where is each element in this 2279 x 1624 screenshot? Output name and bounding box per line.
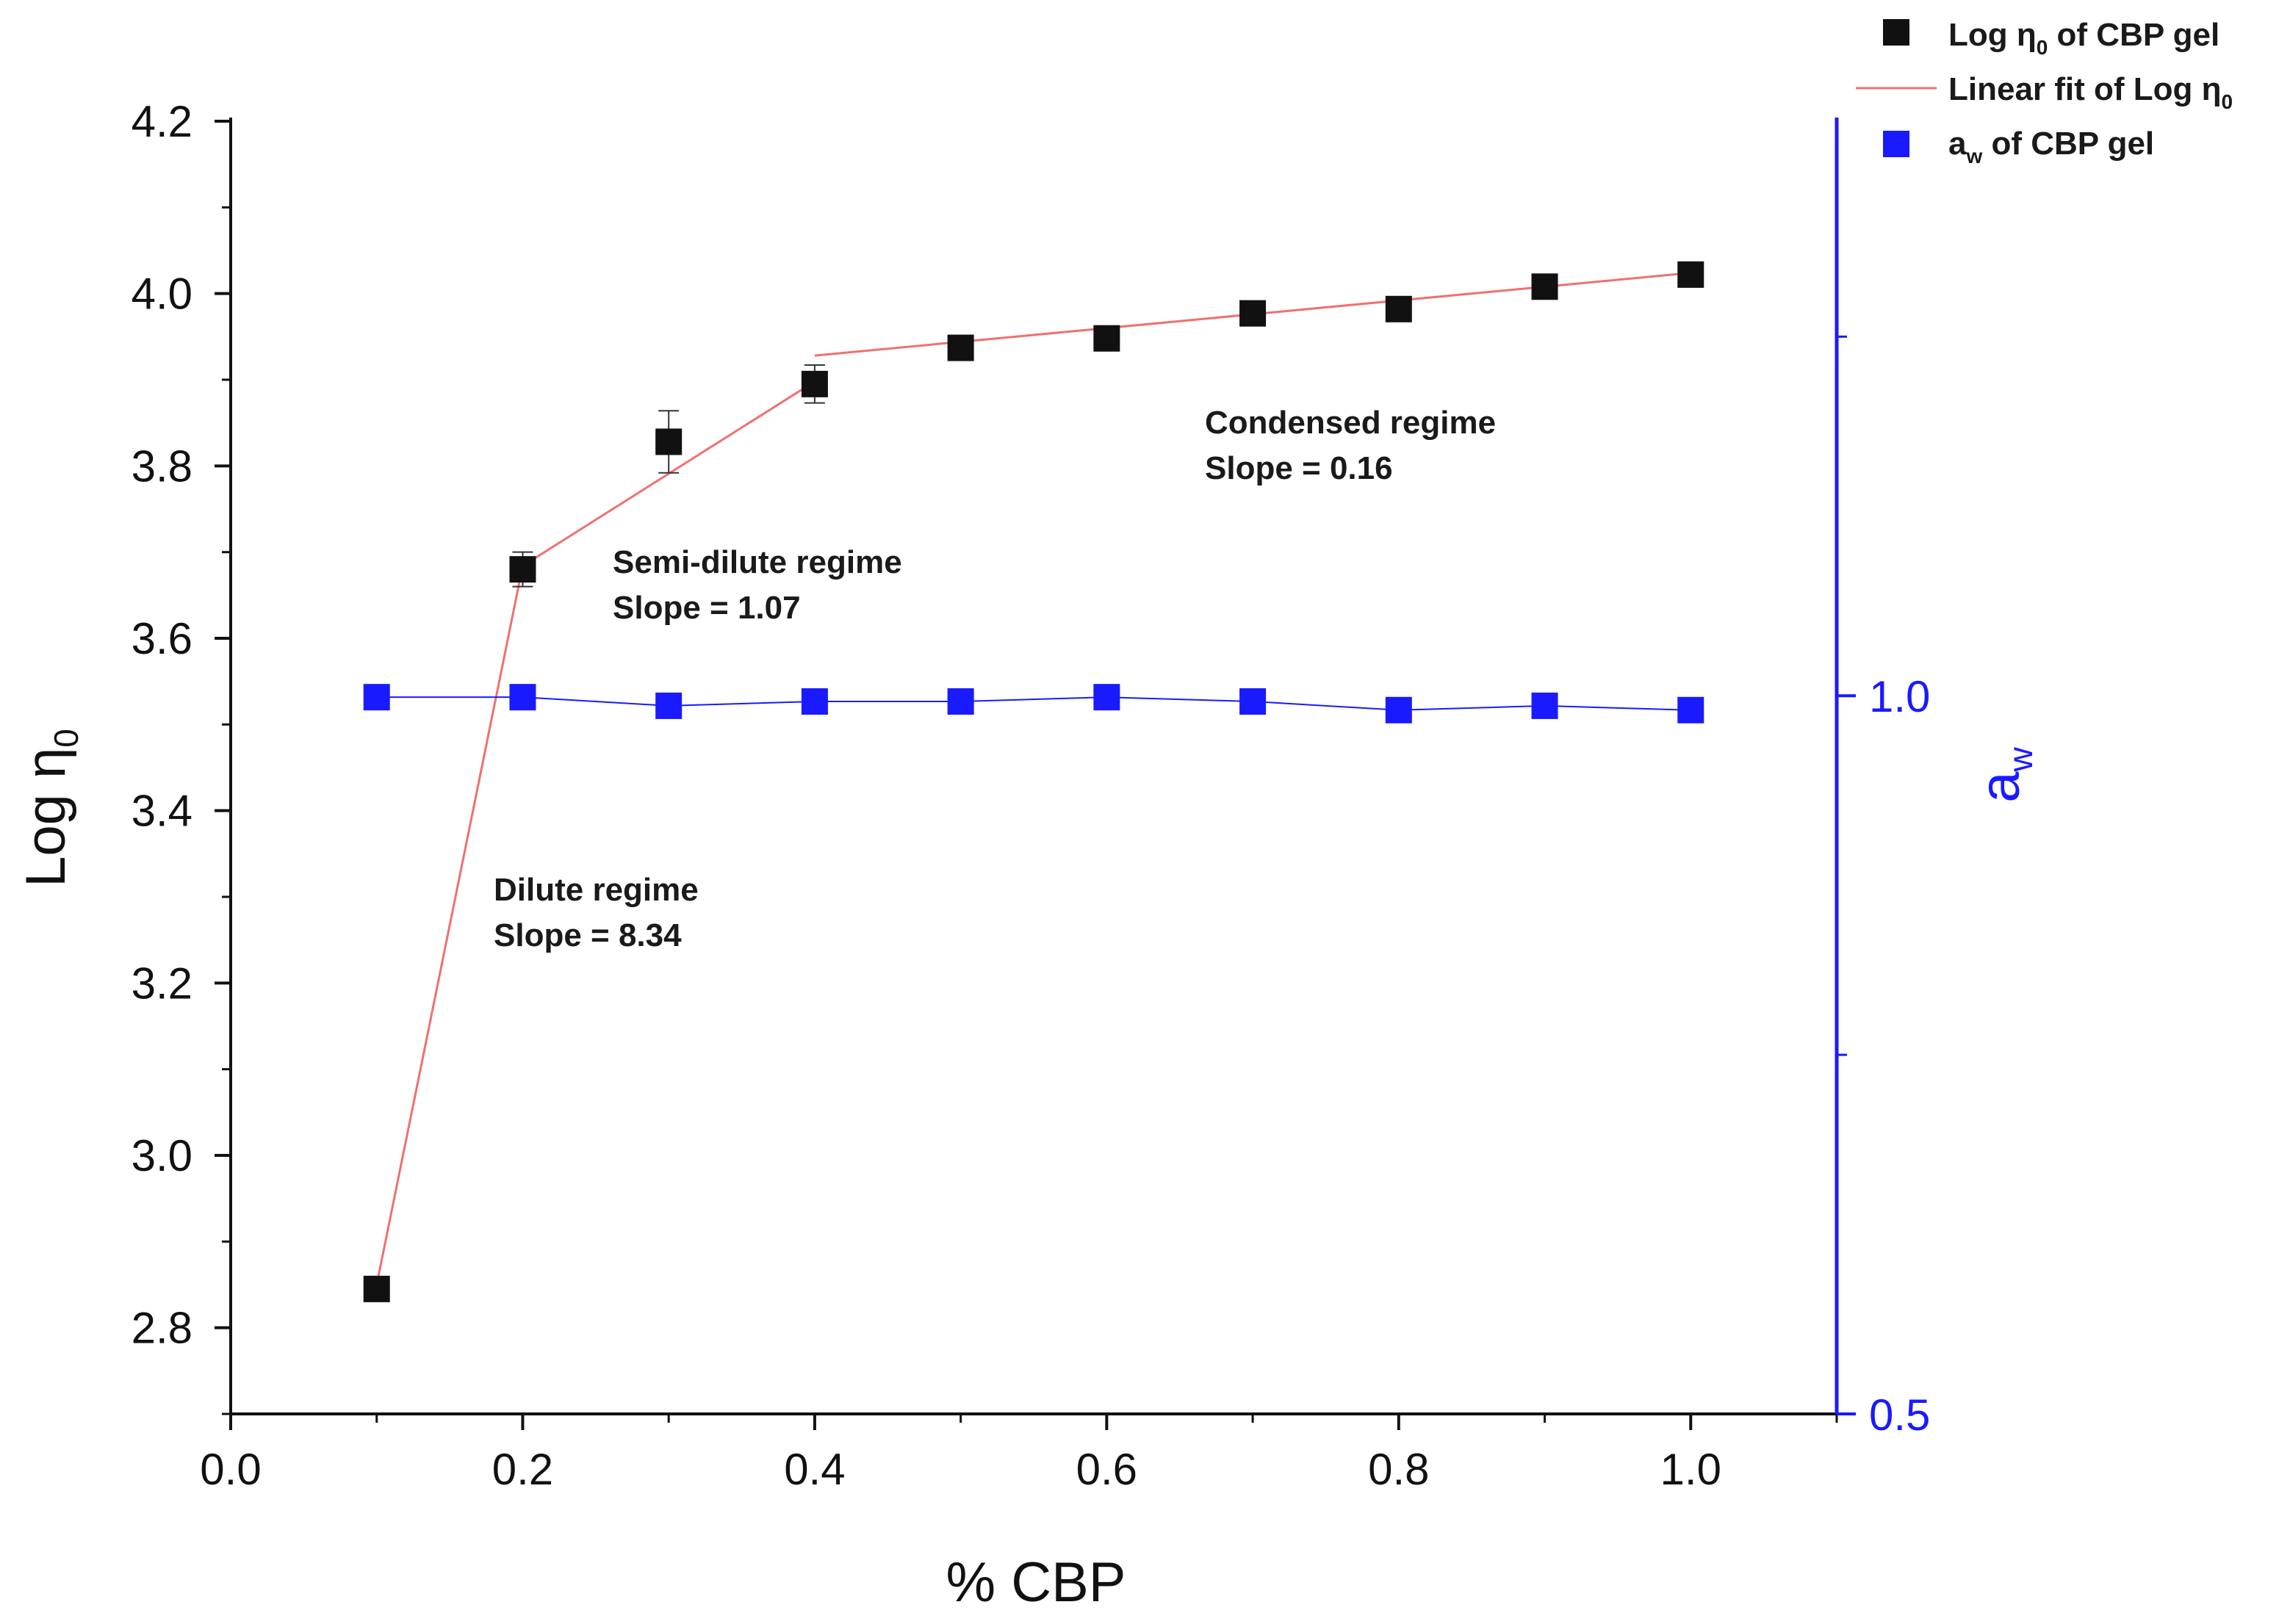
y-tick-label: 3.8	[132, 441, 192, 491]
x-tick-label: 0.2	[492, 1445, 553, 1494]
legend-marker-aw	[1883, 131, 1909, 157]
y-tick-label: 3.0	[132, 1131, 192, 1180]
annotation-dilute-regime: Dilute regime	[494, 872, 699, 908]
legend: Log η0 of CBP gel Linear fit of Log η0 a…	[1856, 17, 2233, 167]
x-tick-label: 0.0	[200, 1445, 261, 1494]
aw-point	[509, 684, 536, 711]
log-eta-point	[1239, 300, 1267, 327]
log-eta-point	[1677, 261, 1704, 288]
fit-line-semi-dilute	[522, 380, 816, 567]
legend-label-log-eta: Log η0 of CBP gel	[1948, 17, 2219, 59]
y2-axis-title: aw	[1969, 746, 2039, 802]
x-axis-title: % CBP	[946, 1551, 1126, 1614]
aw-point	[655, 692, 683, 719]
y-axis-title-main: Log η	[15, 748, 77, 887]
y-tick-label: 3.2	[132, 959, 192, 1008]
aw-point	[1385, 696, 1412, 723]
y2-axis-title-sub: w	[2001, 746, 2039, 772]
aw-point	[1093, 684, 1120, 711]
aw-point	[947, 688, 974, 715]
aw-connector-line	[376, 696, 1691, 711]
y-axis-title-sub: 0	[47, 729, 85, 748]
aw-point	[1239, 688, 1267, 715]
y-tick-label: 3.6	[132, 614, 192, 663]
x-tick-label: 0.4	[784, 1445, 845, 1494]
log-eta-point	[655, 428, 683, 455]
log-eta-point	[1093, 325, 1120, 352]
aw-point	[363, 684, 390, 711]
annotation-semi-dilute-slope: Slope = 1.07	[613, 590, 801, 626]
log-eta-point	[947, 334, 974, 361]
fit-line-dilute	[375, 566, 524, 1285]
aw-point	[1531, 692, 1558, 719]
legend-label-fit-line: Linear fit of Log η0	[1948, 71, 2233, 113]
y-axis-right-ticks: 0.5 1.0	[1837, 335, 1930, 1440]
log-eta-point	[509, 556, 536, 583]
annotation-semi-dilute-regime: Semi-dilute regime	[613, 544, 902, 580]
y-tick-label: 4.2	[132, 97, 192, 146]
log-eta-point	[1531, 273, 1558, 300]
y-tick-label: 4.0	[132, 270, 192, 319]
x-tick-label: 0.6	[1076, 1445, 1137, 1494]
aw-series	[363, 684, 1704, 723]
aw-point	[801, 688, 828, 715]
y-axis-left-ticks: 2.8 3.0 3.2 3.4 3.6 3.8 4.0 4.2	[132, 97, 231, 1415]
y-tick-label: 3.4	[132, 787, 192, 836]
y2-axis-title-main: a	[1969, 771, 2031, 803]
annotation-condensed-slope: Slope = 0.16	[1205, 450, 1393, 486]
y-tick-label: 2.8	[132, 1304, 192, 1353]
y2-tick-label: 1.0	[1869, 672, 1930, 721]
legend-label-aw: aw of CBP gel	[1948, 126, 2154, 167]
log-eta-series	[363, 261, 1704, 1302]
legend-marker-log-eta	[1883, 19, 1909, 46]
log-eta-point	[801, 370, 828, 397]
log-eta-point	[363, 1275, 390, 1302]
annotation-dilute-slope: Slope = 8.34	[494, 917, 682, 953]
y-axis-title: Log η0	[15, 729, 85, 887]
log-eta-point	[1385, 295, 1412, 322]
y2-tick-label: 0.5	[1869, 1390, 1930, 1440]
x-tick-label: 1.0	[1660, 1445, 1721, 1494]
aw-point	[1677, 696, 1704, 723]
x-tick-label: 0.8	[1368, 1445, 1429, 1494]
annotation-condensed-regime: Condensed regime	[1205, 405, 1496, 441]
x-axis-ticks: 0.0 0.2 0.4 0.6 0.8 1.0	[200, 1414, 1838, 1494]
